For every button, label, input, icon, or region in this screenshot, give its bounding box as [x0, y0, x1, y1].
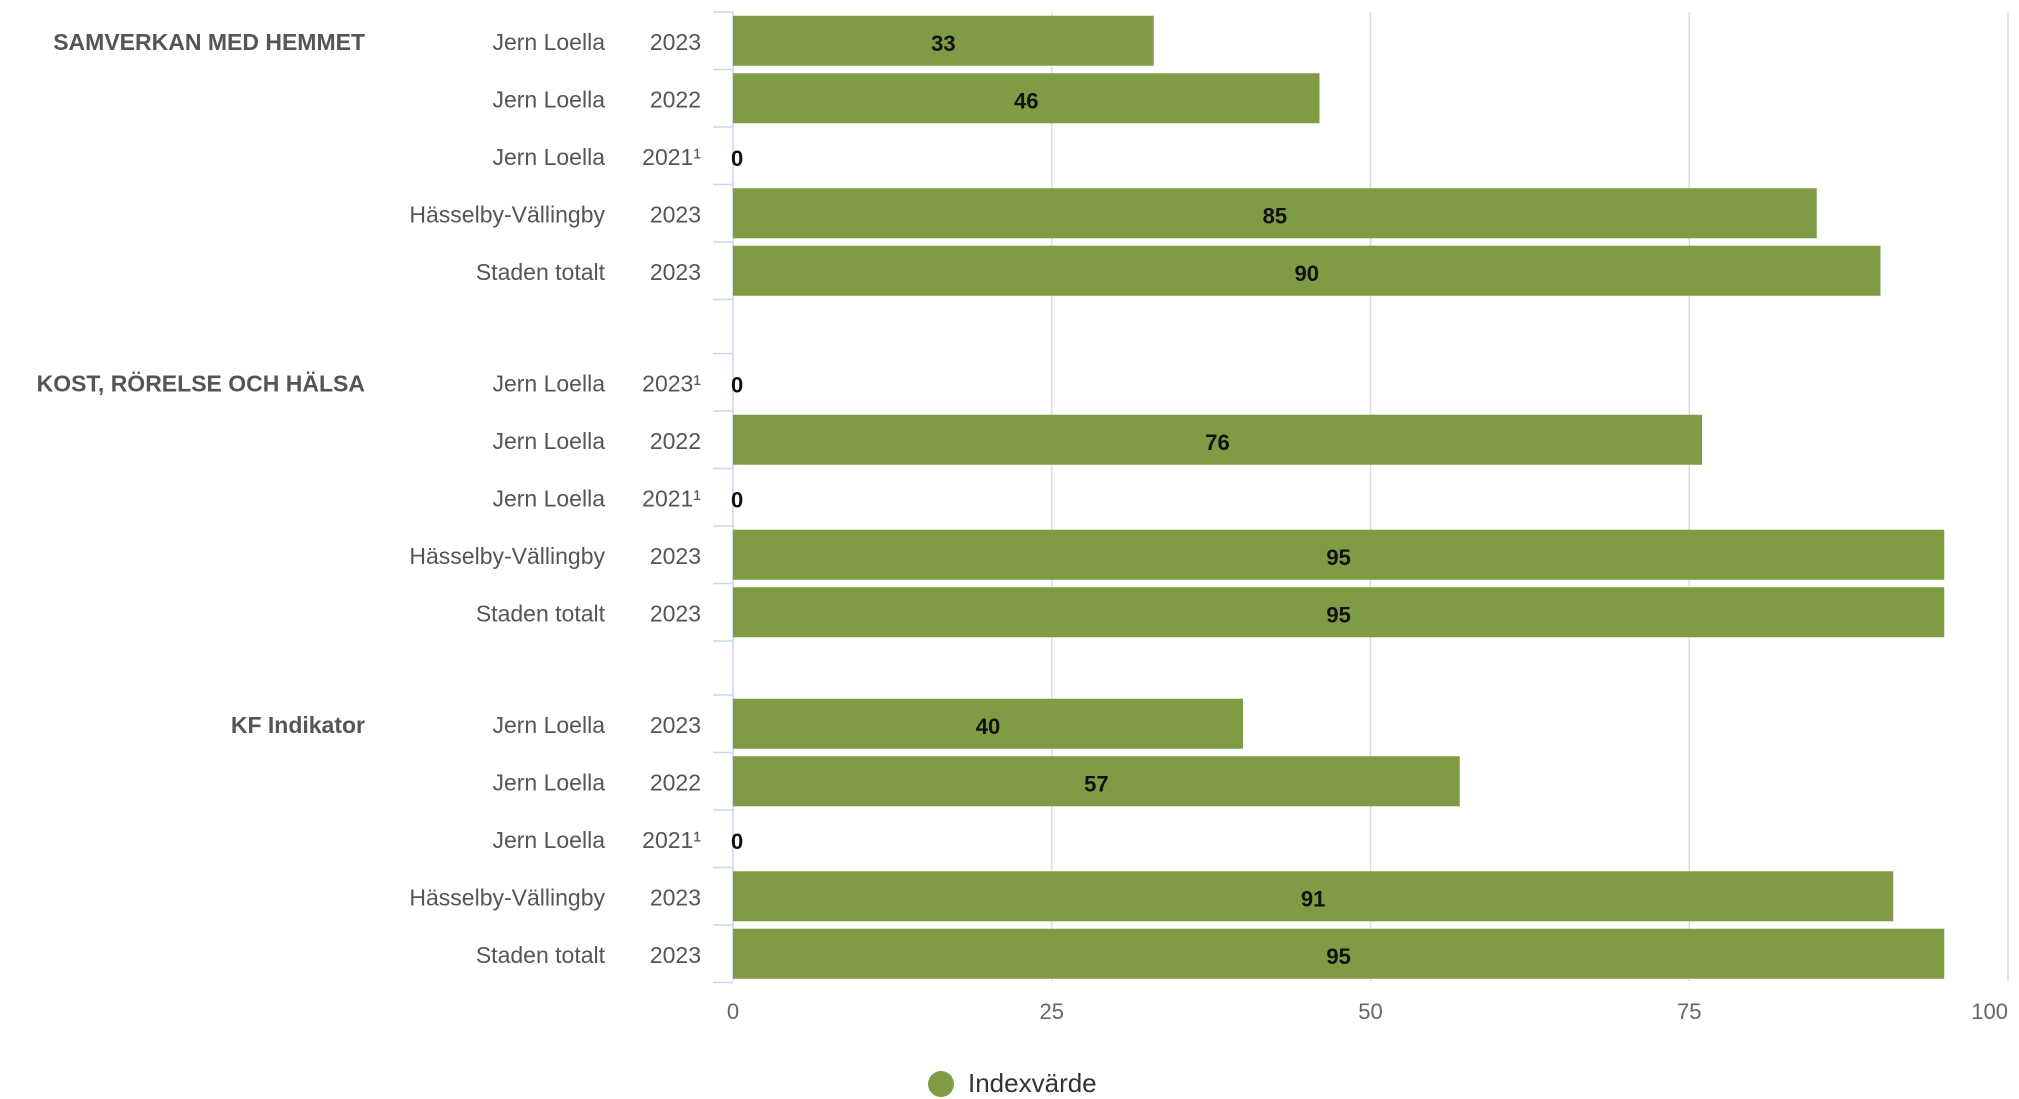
- bar: [733, 529, 1945, 580]
- row-unit-label: Staden totalt: [476, 942, 606, 968]
- x-tick-label: 50: [1358, 999, 1382, 1024]
- data-label: 0: [731, 146, 743, 171]
- bar: [733, 414, 1702, 465]
- row-year-label: 2023: [650, 29, 701, 55]
- row-year-label: 2021¹: [642, 485, 701, 511]
- row-unit-label: Jern Loella: [492, 769, 605, 795]
- row-year-label: 2023: [650, 600, 701, 626]
- row-unit-label: Hässelby-Vällingby: [409, 543, 605, 569]
- row-year-label: 2021¹: [642, 144, 701, 170]
- legend-label: Indexvärde: [968, 1068, 1097, 1098]
- row-year-label: 2023: [650, 259, 701, 285]
- x-tick-label: 75: [1677, 999, 1701, 1024]
- row-unit-label: Jern Loella: [492, 428, 605, 454]
- bar: [733, 73, 1320, 124]
- row-year-label: 2023¹: [642, 370, 701, 396]
- row-year-label: 2023: [650, 884, 701, 910]
- row-year-label: 2023: [650, 543, 701, 569]
- data-label: 95: [1326, 944, 1350, 969]
- data-label: 95: [1326, 545, 1350, 570]
- data-label: 57: [1084, 771, 1108, 796]
- row-unit-label: Staden totalt: [476, 600, 606, 626]
- data-label: 33: [931, 31, 955, 56]
- row-year-label: 2023: [650, 712, 701, 738]
- data-label: 0: [731, 487, 743, 512]
- data-label: 46: [1014, 88, 1038, 113]
- row-unit-label: Hässelby-Vällingby: [409, 201, 605, 227]
- x-tick-label: 0: [727, 999, 739, 1024]
- row-unit-label: Jern Loella: [492, 712, 605, 738]
- bar: [733, 871, 1894, 922]
- row-year-label: 2021¹: [642, 827, 701, 853]
- x-tick-label: 25: [1040, 999, 1064, 1024]
- row-unit-label: Jern Loella: [492, 86, 605, 112]
- row-unit-label: Jern Loella: [492, 485, 605, 511]
- data-label: 91: [1301, 886, 1325, 911]
- bar: [733, 587, 1945, 638]
- group-label: KF Indikator: [231, 712, 365, 738]
- legend-marker-icon: [928, 1070, 954, 1097]
- data-label: 0: [731, 372, 743, 397]
- data-label: 76: [1205, 430, 1229, 455]
- data-label: 40: [976, 714, 1000, 739]
- row-unit-label: Jern Loella: [492, 827, 605, 853]
- row-unit-label: Jern Loella: [492, 144, 605, 170]
- data-label: 85: [1263, 203, 1287, 228]
- legend[interactable]: Indexvärde: [928, 1068, 1097, 1099]
- row-year-label: 2022: [650, 86, 701, 112]
- x-tick-label: 100: [1971, 999, 2008, 1024]
- bar: [733, 188, 1817, 239]
- row-unit-label: Hässelby-Vällingby: [409, 884, 605, 910]
- row-unit-label: Jern Loella: [492, 29, 605, 55]
- bar: [733, 928, 1945, 979]
- row-year-label: 2023: [650, 942, 701, 968]
- row-year-label: 2023: [650, 201, 701, 227]
- row-year-label: 2022: [650, 428, 701, 454]
- bar: [733, 15, 1154, 66]
- data-label: 90: [1295, 261, 1319, 286]
- bar: [733, 698, 1243, 749]
- row-year-label: 2022: [650, 769, 701, 795]
- bar: [733, 756, 1460, 807]
- row-unit-label: Jern Loella: [492, 370, 605, 396]
- row-unit-label: Staden totalt: [476, 259, 606, 285]
- bar: [733, 245, 1881, 296]
- group-label: KOST, RÖRELSE OCH HÄLSA: [37, 370, 365, 396]
- group-label: SAMVERKAN MED HEMMET: [53, 29, 365, 55]
- data-label: 95: [1326, 602, 1350, 627]
- data-label: 0: [731, 829, 743, 854]
